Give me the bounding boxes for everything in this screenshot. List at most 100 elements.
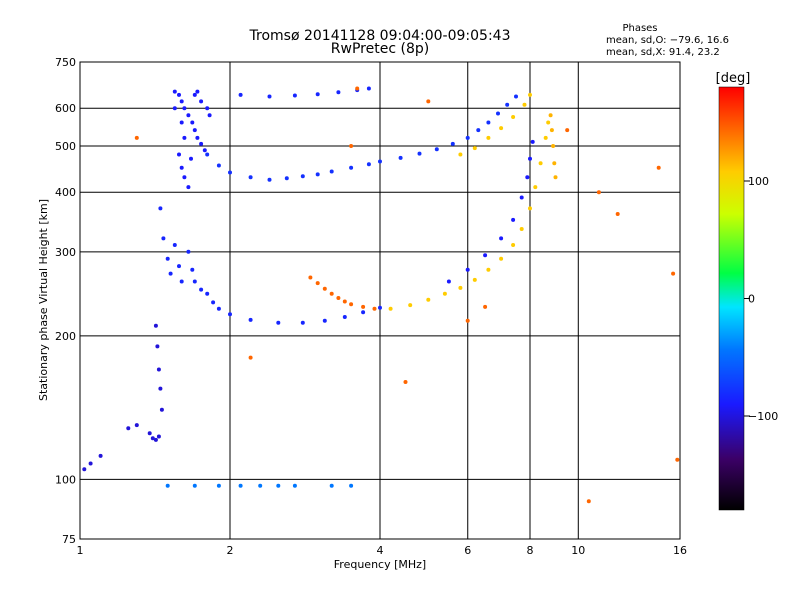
data-point <box>147 431 152 436</box>
data-point <box>158 386 163 391</box>
data-point <box>458 285 463 290</box>
data-point <box>349 302 354 307</box>
x-tick-label: 8 <box>527 544 534 557</box>
data-point <box>361 310 366 315</box>
data-point <box>192 92 197 97</box>
data-point <box>486 267 491 272</box>
data-point <box>153 323 158 328</box>
data-point <box>322 318 327 323</box>
data-point <box>284 176 289 181</box>
data-point <box>349 144 354 148</box>
y-axis-ticks: 75 100 200 300 400 500 600 750 <box>55 56 76 546</box>
phase-stats-o: mean, sd,O: −79.6, 16.6 <box>606 35 729 46</box>
data-point <box>596 190 601 195</box>
data-point <box>258 483 263 488</box>
data-point <box>156 367 161 372</box>
data-point <box>499 256 504 261</box>
data-point <box>552 161 557 166</box>
chart-title: Tromsø 20141128 09:04:00-09:05:43 <box>249 28 511 44</box>
data-point <box>530 139 535 144</box>
data-point <box>329 291 334 296</box>
data-point <box>336 296 341 300</box>
data-point <box>156 434 161 439</box>
data-point <box>199 141 204 146</box>
data-point <box>553 175 558 180</box>
data-point <box>155 344 160 349</box>
data-point <box>533 185 538 190</box>
y-tick-label: 100 <box>55 473 76 486</box>
colorbar-tick-label: −100 <box>748 410 778 423</box>
data-point <box>172 106 177 111</box>
x-tick-label: 16 <box>673 544 687 557</box>
data-point <box>511 243 516 247</box>
data-point <box>315 172 320 177</box>
data-point <box>195 89 200 94</box>
y-tick-label: 300 <box>55 246 76 259</box>
data-point <box>179 120 184 125</box>
data-point <box>228 312 232 317</box>
chart-subtitle: RwPretec (8p) <box>331 41 429 57</box>
data-point <box>349 483 354 488</box>
data-point <box>472 146 477 151</box>
x-tick-label: 6 <box>464 544 471 557</box>
data-point <box>355 86 360 91</box>
data-point <box>158 206 163 211</box>
data-point <box>458 152 463 157</box>
data-point <box>522 102 527 107</box>
colorbar-tick-label: 100 <box>748 175 769 188</box>
data-point <box>315 92 320 97</box>
colorbar <box>718 86 745 511</box>
data-point <box>190 120 195 125</box>
data-point <box>195 135 200 140</box>
data-point <box>329 483 334 488</box>
data-point <box>486 120 491 125</box>
data-point <box>372 306 377 311</box>
data-point <box>182 175 187 180</box>
data-point <box>177 264 181 269</box>
data-point <box>182 106 187 111</box>
phase-stats-header: Phases <box>622 23 657 34</box>
data-point <box>336 90 341 95</box>
data-point <box>322 286 327 291</box>
data-point <box>300 174 305 179</box>
data-point <box>205 291 210 296</box>
data-point <box>465 318 470 323</box>
data-point <box>586 499 591 504</box>
data-point <box>378 305 382 310</box>
data-point <box>519 227 524 231</box>
data-point <box>408 303 413 308</box>
data-point <box>528 156 532 161</box>
data-point <box>483 304 488 309</box>
data-point <box>248 175 253 180</box>
data-point <box>528 92 532 97</box>
data-point <box>366 86 371 91</box>
data-point <box>179 165 184 170</box>
data-point <box>189 156 193 161</box>
data-point <box>199 287 204 292</box>
data-point <box>465 135 470 140</box>
data-point <box>134 423 139 428</box>
data-point <box>675 457 680 462</box>
data-point <box>446 279 451 284</box>
data-point <box>182 135 187 140</box>
x-axis-label: Frequency [MHz] <box>334 558 426 571</box>
x-tick-label: 10 <box>571 544 585 557</box>
data-point <box>465 267 470 272</box>
data-point <box>238 92 243 97</box>
data-point <box>199 99 204 104</box>
data-point <box>179 99 184 104</box>
data-point <box>538 161 543 166</box>
data-point <box>228 170 232 175</box>
data-point <box>216 163 221 168</box>
data-point <box>216 483 221 488</box>
data-point <box>511 115 516 119</box>
phase-stats-x: mean, sd,X: 91.4, 23.2 <box>606 47 720 58</box>
data-point <box>514 94 518 99</box>
data-point <box>525 175 530 180</box>
data-point <box>361 304 366 309</box>
y-tick-label: 400 <box>55 186 76 199</box>
data-point <box>216 306 221 311</box>
data-point <box>186 113 191 118</box>
data-point <box>98 453 103 458</box>
data-point <box>342 299 347 304</box>
